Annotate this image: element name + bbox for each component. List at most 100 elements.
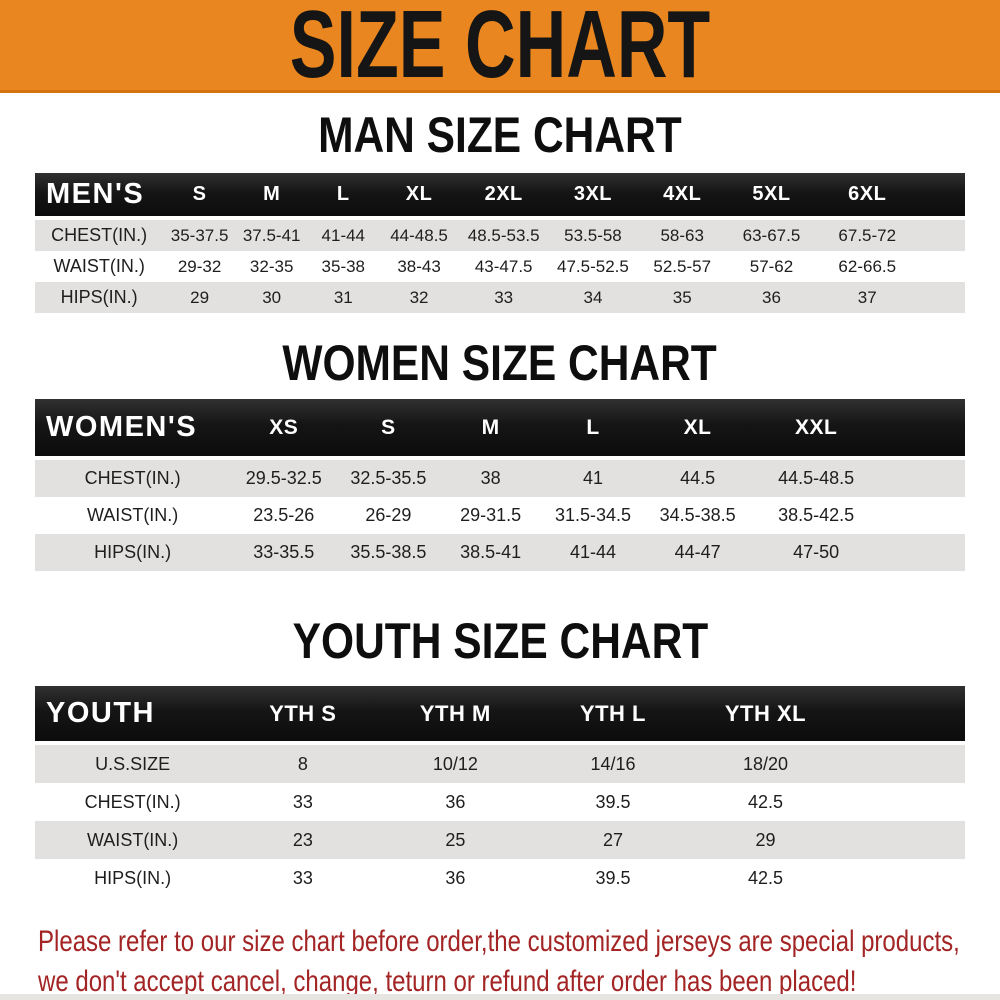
youth-chest-row: CHEST(IN.) 33 36 39.5 42.5 [35,783,965,821]
size-value-cell: 8 [230,743,376,783]
size-value-cell: 41-44 [541,534,645,571]
size-value-cell: 43-47.5 [459,251,549,282]
size-column-header: YTH M [375,686,536,745]
size-value-cell: 29-31.5 [439,497,542,534]
row-label: CHEST(IN.) [35,218,164,251]
size-value-cell: 38-43 [379,251,460,282]
size-column-header: 6XL [816,173,919,220]
size-value-cell: 48.5-53.5 [459,218,549,251]
size-value-cell: 29 [163,282,236,313]
row-label: WAIST(IN.) [35,497,231,534]
size-value-cell: 57-62 [726,251,817,282]
spacer-cell [881,399,965,460]
men-size-table: MEN'S S M L XL 2XL 3XL 4XL 5XL 6XL CHEST… [35,173,965,313]
women-waist-row: WAIST(IN.) 23.5-26 26-29 29-31.5 31.5-34… [35,497,965,534]
size-value-cell: 47.5-52.5 [548,251,638,282]
spacer-cell [840,783,965,821]
size-value-cell: 42.5 [690,859,841,897]
spacer-cell [881,458,965,497]
size-value-cell: 33-35.5 [230,534,338,571]
size-column-header: XL [644,399,752,460]
spacer-cell [881,497,965,534]
youth-section-heading-text: YOUTH SIZE CHART [292,613,708,669]
size-value-cell: 23 [230,821,376,859]
size-value-cell: 44.5 [644,458,752,497]
youth-ussize-row: U.S.SIZE 8 10/12 14/16 18/20 [35,743,965,783]
row-label: HIPS(IN.) [35,534,231,571]
size-value-cell: 29.5-32.5 [230,458,338,497]
size-column-header: 4XL [637,173,727,220]
size-value-cell: 35-38 [307,251,380,282]
size-value-cell: 35 [637,282,727,313]
spacer-cell [918,218,965,251]
women-chest-row: CHEST(IN.) 29.5-32.5 32.5-35.5 38 41 44.… [35,458,965,497]
youth-waist-row: WAIST(IN.) 23 25 27 29 [35,821,965,859]
size-value-cell: 29 [690,821,841,859]
size-value-cell: 44-47 [644,534,752,571]
men-waist-row: WAIST(IN.) 29-32 32-35 35-38 38-43 43-47… [35,251,965,282]
size-value-cell: 38.5-42.5 [751,497,882,534]
youth-table-title: YOUTH [35,686,231,745]
size-value-cell: 44.5-48.5 [751,458,882,497]
size-value-cell: 38.5-41 [439,534,542,571]
size-column-header: YTH L [535,686,691,745]
size-value-cell: 35.5-38.5 [337,534,440,571]
men-header-row: MEN'S S M L XL 2XL 3XL 4XL 5XL 6XL [35,173,965,220]
row-label: HIPS(IN.) [35,282,164,313]
size-column-header: 5XL [726,173,817,220]
youth-size-table: YOUTH YTH S YTH M YTH L YTH XL U.S.SIZE … [35,686,965,897]
size-value-cell: 33 [230,783,376,821]
size-value-cell: 63-67.5 [726,218,817,251]
row-label: WAIST(IN.) [35,821,231,859]
size-value-cell: 10/12 [375,743,536,783]
spacer-cell [918,251,965,282]
size-value-cell: 25 [375,821,536,859]
size-value-cell: 14/16 [535,743,691,783]
size-value-cell: 36 [726,282,817,313]
size-value-cell: 37.5-41 [235,218,308,251]
size-value-cell: 32.5-35.5 [337,458,440,497]
footer-note: Please refer to our size chart before or… [38,922,1000,1000]
size-column-header: L [307,173,380,220]
women-hips-row: HIPS(IN.) 33-35.5 35.5-38.5 38.5-41 41-4… [35,534,965,571]
men-hips-row: HIPS(IN.) 29 30 31 32 33 34 35 36 37 [35,282,965,313]
men-chest-row: CHEST(IN.) 35-37.5 37.5-41 41-44 44-48.5… [35,218,965,251]
page-title: SIZE CHART [289,0,711,93]
row-label: CHEST(IN.) [35,458,231,497]
size-value-cell: 44-48.5 [379,218,460,251]
size-value-cell: 30 [235,282,308,313]
size-column-header: 3XL [548,173,638,220]
size-value-cell: 18/20 [690,743,841,783]
men-table-title: MEN'S [35,173,164,220]
size-value-cell: 32-35 [235,251,308,282]
size-value-cell: 33 [230,859,376,897]
women-table-title: WOMEN'S [35,399,231,460]
size-value-cell: 67.5-72 [816,218,919,251]
size-value-cell: 23.5-26 [230,497,338,534]
spacer-cell [918,173,965,220]
men-section-heading-text: MAN SIZE CHART [318,107,682,163]
size-value-cell: 26-29 [337,497,440,534]
size-value-cell: 58-63 [637,218,727,251]
size-value-cell: 36 [375,859,536,897]
image-bottom-edge [0,994,1000,1000]
footer-line-1: Please refer to our size chart before or… [38,925,960,958]
size-value-cell: 39.5 [535,859,691,897]
size-value-cell: 62-66.5 [816,251,919,282]
women-size-table: WOMEN'S XS S M L XL XXL CHEST(IN.) 29.5-… [35,399,965,571]
spacer-cell [840,686,965,745]
women-section-heading-text: WOMEN SIZE CHART [282,335,718,391]
youth-header-row: YOUTH YTH S YTH M YTH L YTH XL [35,686,965,745]
youth-section-heading: YOUTH SIZE CHART [0,613,1000,669]
men-section-heading: MAN SIZE CHART [0,107,1000,163]
size-value-cell: 37 [816,282,919,313]
banner: SIZE CHART [0,0,1000,93]
size-value-cell: 41-44 [307,218,380,251]
size-value-cell: 33 [459,282,549,313]
row-label: U.S.SIZE [35,743,231,783]
size-value-cell: 34 [548,282,638,313]
size-value-cell: 41 [541,458,645,497]
spacer-cell [840,821,965,859]
size-value-cell: 34.5-38.5 [644,497,752,534]
